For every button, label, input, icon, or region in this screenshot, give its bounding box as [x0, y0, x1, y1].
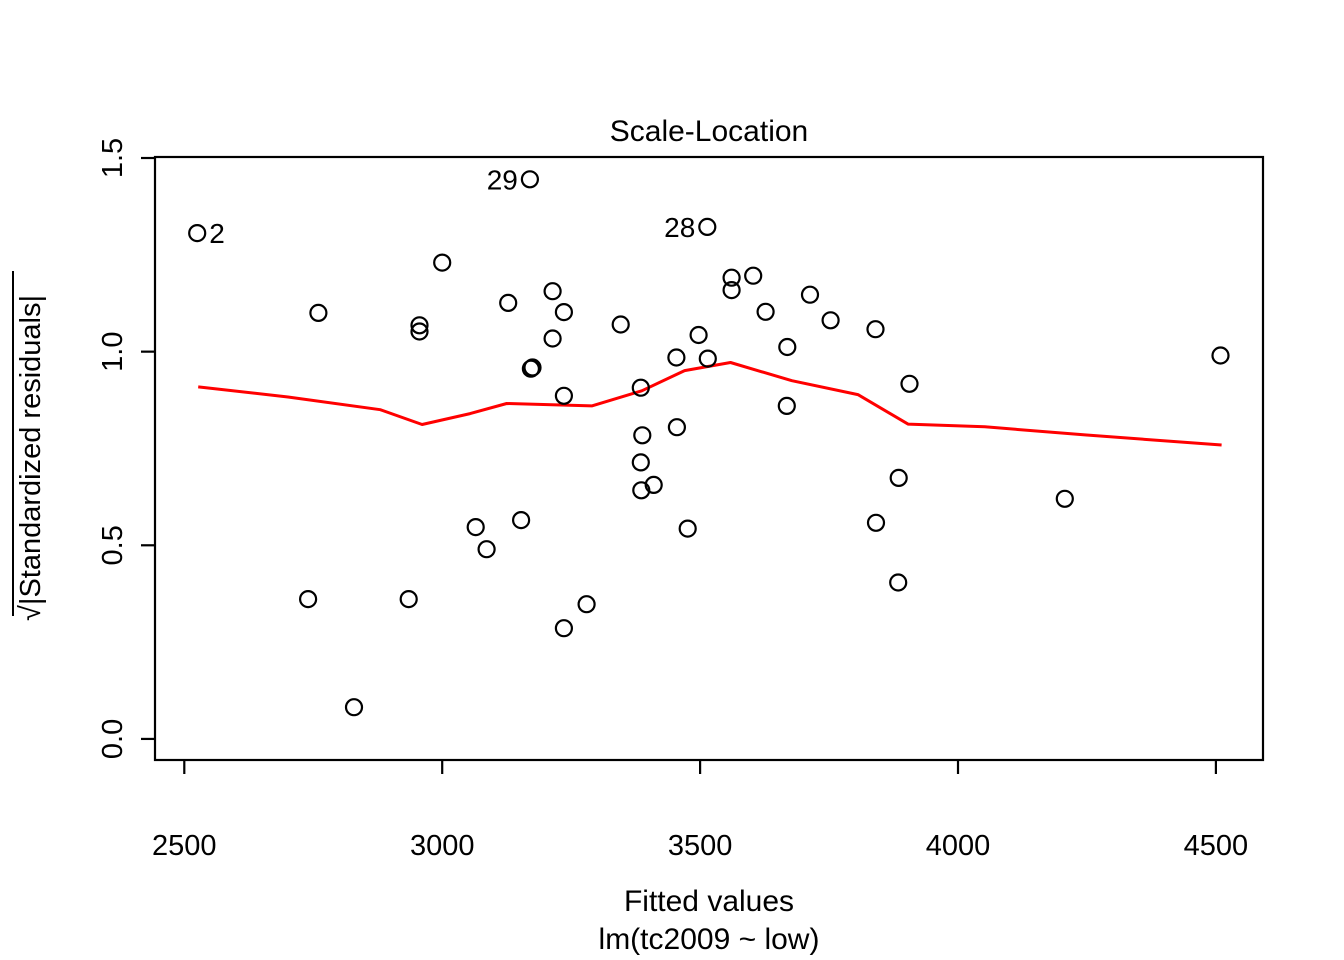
- outlier-label: 2: [209, 218, 225, 249]
- data-point: [667, 418, 687, 437]
- data-point: [477, 540, 496, 559]
- data-point: [698, 217, 717, 236]
- outlier-point-labels: 2 29 28: [209, 164, 695, 249]
- y-axis-label: √|Standardized residuals|: [15, 295, 47, 621]
- data-point: [689, 325, 708, 345]
- y-tick-label: 0.5: [97, 525, 129, 565]
- y-axis-label-group: √|Standardized residuals|: [12, 271, 47, 621]
- data-point: [520, 170, 540, 189]
- data-point: [633, 426, 652, 445]
- data-point: [299, 589, 318, 609]
- data-point: [778, 337, 797, 357]
- x-tick-label: 4000: [926, 830, 991, 862]
- lowess-smooth-line: [198, 361, 1222, 447]
- x-axis-label: Fitted values: [624, 885, 794, 918]
- data-point: [644, 475, 663, 494]
- data-point: [554, 619, 574, 638]
- y-axis-ticks: [141, 156, 154, 741]
- data-point: [866, 513, 886, 532]
- data-point: [511, 510, 531, 530]
- x-tick-label: 4500: [1184, 830, 1249, 862]
- data-point: [344, 698, 364, 717]
- plot-border-box: [153, 155, 1265, 762]
- data-point: [821, 311, 840, 330]
- data-point: [889, 468, 908, 487]
- data-point: [744, 266, 763, 285]
- data-point: [410, 316, 429, 335]
- data-point: [577, 595, 596, 614]
- y-tick-label: 0.0: [97, 719, 129, 759]
- chart-title: Scale-Location: [610, 115, 808, 148]
- data-point: [777, 396, 796, 415]
- data-point: [1055, 489, 1074, 508]
- data-point: [800, 285, 820, 304]
- data-point: [399, 589, 418, 609]
- data-point: [631, 378, 650, 397]
- data-point: [678, 519, 697, 538]
- y-axis-tick-labels: 0.0 0.5 1.0 1.5: [97, 138, 129, 759]
- y-axis-label-body: |Standardized residuals|: [15, 295, 47, 605]
- x-tick-label: 3500: [668, 830, 733, 862]
- data-point: [667, 348, 686, 367]
- data-point: [631, 453, 650, 472]
- x-tick-label: 3000: [410, 830, 475, 862]
- data-point: [188, 224, 207, 243]
- data-point: [499, 293, 518, 312]
- model-formula-label: lm(tc2009 ~ low): [599, 923, 820, 956]
- sqrt-radical-glyph: √: [15, 605, 47, 621]
- y-tick-label: 1.0: [97, 331, 129, 371]
- outlier-label: 28: [664, 212, 695, 243]
- scatter-points: [188, 170, 1230, 717]
- data-point: [756, 302, 775, 321]
- data-point: [722, 268, 741, 287]
- data-point: [611, 315, 630, 334]
- data-point: [866, 320, 885, 339]
- data-point: [554, 386, 574, 405]
- data-point: [543, 282, 562, 301]
- x-axis-tick-labels: 2500 3000 3500 4000 4500: [152, 830, 1248, 862]
- data-point: [433, 253, 452, 272]
- data-point: [309, 303, 328, 322]
- data-point: [410, 322, 429, 341]
- data-point: [554, 303, 574, 322]
- data-point: [466, 517, 485, 537]
- data-point: [722, 281, 741, 300]
- x-axis-ticks: [183, 761, 1218, 774]
- outlier-label: 29: [487, 164, 518, 195]
- data-point: [900, 374, 919, 393]
- data-point: [523, 358, 542, 377]
- data-point: [889, 573, 908, 592]
- smooth-line-path: [198, 361, 1222, 447]
- x-tick-label: 2500: [152, 830, 217, 862]
- data-point: [543, 329, 562, 348]
- data-point: [698, 349, 717, 368]
- y-tick-label: 1.5: [97, 138, 129, 178]
- data-point: [1211, 346, 1230, 365]
